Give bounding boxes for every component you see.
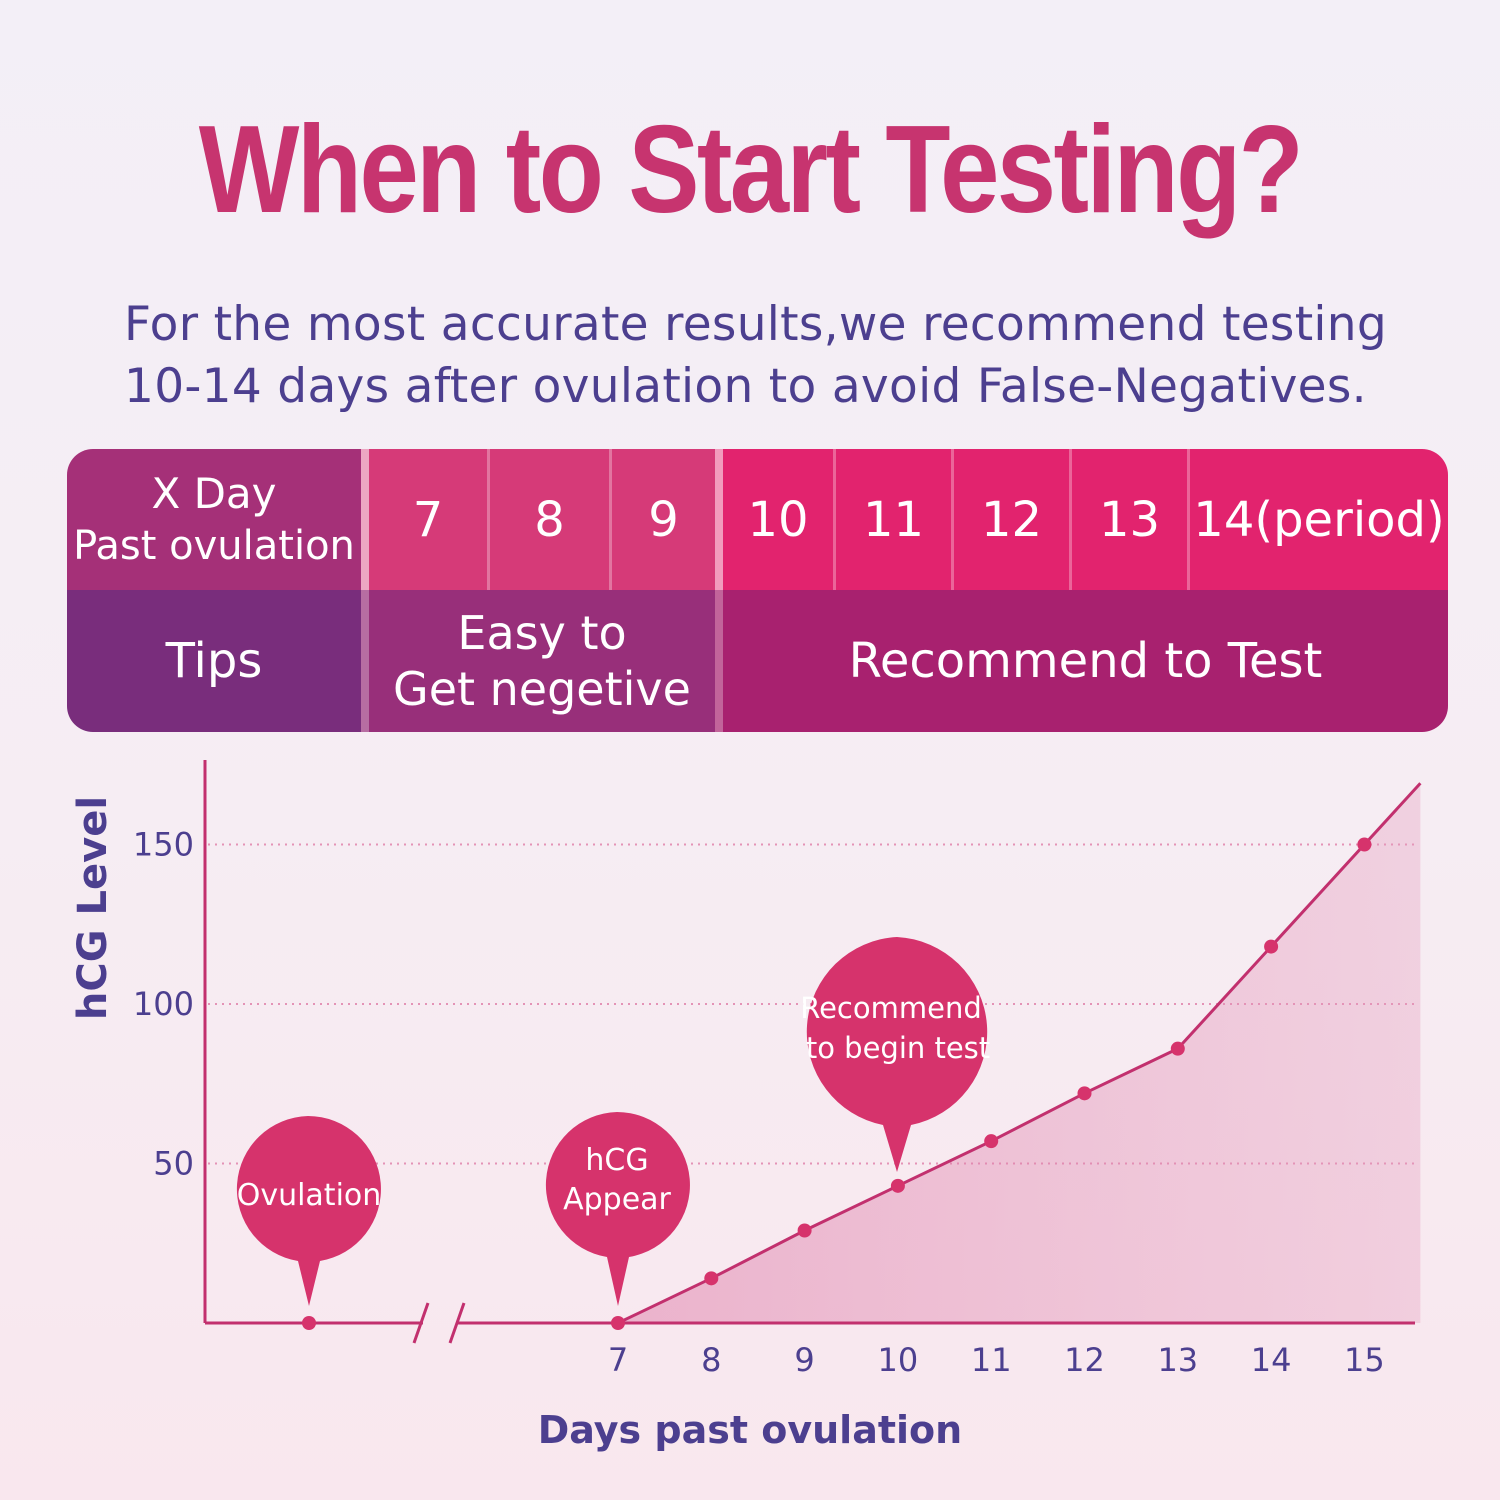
data-point-day-12 bbox=[1077, 1086, 1092, 1101]
tips-recommend-cell: Recommend to Test bbox=[715, 590, 1448, 732]
day-cell-12: 12 bbox=[951, 449, 1069, 590]
x-tick-label-10: 10 bbox=[878, 1341, 919, 1379]
testing-schedule-table: X Day Past ovulation 7 8 9 10 11 12 13 1… bbox=[67, 449, 1448, 732]
header-label-line-1: X Day bbox=[151, 468, 277, 518]
x-tick-label-12: 12 bbox=[1064, 1341, 1105, 1379]
axis-break-mark-1 bbox=[412, 1302, 430, 1344]
x-tick-label-15: 15 bbox=[1344, 1341, 1385, 1379]
day-cell-10: 10 bbox=[715, 449, 833, 590]
data-point-day-8 bbox=[704, 1271, 719, 1286]
ovulation-bubble-text: Ovulation bbox=[237, 1178, 382, 1213]
tips-early-line-2: Get negetive bbox=[393, 662, 691, 716]
data-point-day-11 bbox=[984, 1134, 999, 1149]
recommend-bubble-text-2: to begin test bbox=[806, 1031, 990, 1065]
area-fill bbox=[618, 783, 1421, 1323]
day-cell-14-period: 14(period) bbox=[1187, 449, 1448, 590]
axis-break-mark-2 bbox=[448, 1302, 466, 1344]
x-tick-label-7: 7 bbox=[608, 1341, 628, 1379]
day-cell-13: 13 bbox=[1069, 449, 1187, 590]
tips-label-cell: Tips bbox=[67, 590, 361, 732]
data-point-day-10 bbox=[890, 1178, 905, 1193]
data-point-day-15 bbox=[1357, 837, 1372, 852]
recommend-bubble-text-1: Recommend bbox=[800, 991, 982, 1025]
ovulation-point bbox=[302, 1316, 316, 1330]
data-point-day-13 bbox=[1170, 1041, 1185, 1056]
hcg-series-line bbox=[617, 782, 1422, 1325]
tips-early-line-1: Easy to bbox=[457, 606, 627, 660]
data-point-day-14 bbox=[1264, 939, 1279, 954]
hcg-appear-bubble-text-2: Appear bbox=[563, 1182, 671, 1217]
ovulation-bubble-shape bbox=[236, 1116, 381, 1306]
day-cell-9: 9 bbox=[609, 449, 715, 590]
y-tick-label-100: 100 bbox=[133, 985, 194, 1023]
subtitle: For the most accurate results,we recomme… bbox=[124, 294, 1444, 418]
recommend-bubble-shape bbox=[806, 937, 988, 1172]
hcg-appear-bubble-shape bbox=[545, 1112, 690, 1306]
x-tick-label-11: 11 bbox=[971, 1341, 1012, 1379]
day-cell-11: 11 bbox=[833, 449, 951, 590]
x-tick-label-13: 13 bbox=[1157, 1341, 1198, 1379]
ovulation-bubble: Ovulation bbox=[236, 1116, 382, 1306]
hcg-appear-bubble: hCG Appear bbox=[545, 1112, 690, 1306]
recommend-bubble: Recommend to begin test bbox=[800, 937, 990, 1172]
data-point-day-7 bbox=[611, 1316, 625, 1330]
y-axis-label: hCG Level bbox=[70, 796, 116, 1020]
subtitle-line-1: For the most accurate results,we recomme… bbox=[124, 297, 1388, 352]
y-tick-label-150: 150 bbox=[133, 826, 194, 864]
x-tick-label-14: 14 bbox=[1251, 1341, 1292, 1379]
x-axis-label: Days past ovulation bbox=[538, 1408, 962, 1452]
subtitle-line-2: 10-14 days after ovulation to avoid Fals… bbox=[124, 359, 1367, 414]
x-tick-label-9: 9 bbox=[794, 1341, 814, 1379]
header-label-line-2: Past ovulation bbox=[73, 522, 355, 569]
tips-early-cell: Easy to Get negetive bbox=[361, 590, 715, 732]
day-cell-7: 7 bbox=[361, 449, 487, 590]
hcg-appear-bubble-text-1: hCG bbox=[585, 1143, 648, 1178]
y-tick-label-50: 50 bbox=[153, 1145, 194, 1183]
day-cell-8: 8 bbox=[487, 449, 609, 590]
data-point-day-9 bbox=[797, 1223, 812, 1238]
x-tick-label-8: 8 bbox=[701, 1341, 721, 1379]
header-label-cell: X Day Past ovulation bbox=[67, 449, 361, 590]
page-title: When to Start Testing? bbox=[198, 101, 1304, 239]
